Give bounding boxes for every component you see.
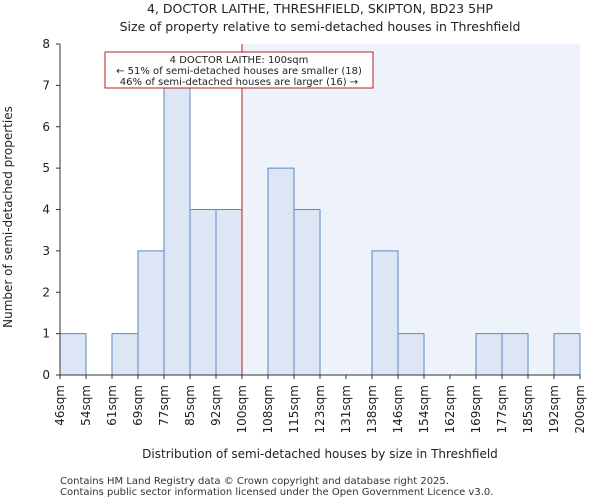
annotation-line: ← 51% of semi-detached houses are smalle… [116, 66, 362, 77]
x-tick-label: 200sqm [573, 385, 587, 433]
x-tick-label: 146sqm [391, 385, 405, 433]
x-tick-label: 138sqm [365, 385, 379, 433]
chart-subtitle: Size of property relative to semi-detach… [120, 19, 521, 34]
bar [59, 333, 87, 376]
bar [189, 209, 217, 376]
y-tick-label: 7 [42, 78, 50, 92]
bar [371, 250, 399, 376]
y-tick-label: 2 [42, 285, 50, 299]
bar [267, 167, 295, 376]
footer-line-2: Contains public sector information licen… [60, 487, 493, 498]
bar [501, 333, 529, 376]
y-tick-label: 3 [42, 244, 50, 258]
x-tick-label: 123sqm [313, 385, 327, 433]
annotation-box [104, 51, 374, 89]
annotation-line: 46% of semi-detached houses are larger (… [120, 77, 358, 88]
x-tick-label: 100sqm [235, 385, 249, 433]
bar [163, 84, 191, 376]
x-tick-label: 77sqm [157, 385, 171, 426]
y-tick-label: 5 [42, 161, 50, 175]
x-tick-label: 54sqm [79, 385, 93, 426]
x-tick-label: 115sqm [287, 385, 301, 433]
y-axis-label: Number of semi-detached properties [1, 106, 15, 328]
x-tick-label: 192sqm [547, 385, 561, 433]
footer-line-1: Contains HM Land Registry data © Crown c… [60, 476, 449, 487]
chart-title: 4, DOCTOR LAITHE, THRESHFIELD, SKIPTON, … [147, 1, 493, 16]
x-tick-label: 69sqm [131, 385, 145, 426]
x-axis-label: Distribution of semi-detached houses by … [142, 447, 498, 461]
y-tick-label: 8 [42, 37, 50, 51]
bar [293, 209, 321, 376]
x-tick-label: 162sqm [443, 385, 457, 433]
annotation-line: 4 DOCTOR LAITHE: 100sqm [170, 55, 309, 66]
x-tick-label: 46sqm [53, 385, 67, 426]
bar [397, 333, 425, 376]
y-tick-label: 1 [42, 327, 50, 341]
y-tick-label: 6 [42, 120, 50, 134]
bar [553, 333, 581, 376]
bar [137, 250, 165, 376]
x-tick-label: 154sqm [417, 385, 431, 433]
x-tick-label: 177sqm [495, 385, 509, 433]
x-tick-label: 169sqm [469, 385, 483, 433]
x-tick-label: 92sqm [209, 385, 223, 426]
bar [475, 333, 503, 376]
y-tick-label: 0 [42, 368, 50, 382]
bar [215, 209, 243, 376]
x-tick-label: 131sqm [339, 385, 353, 433]
x-tick-label: 61sqm [105, 385, 119, 426]
x-tick-label: 85sqm [183, 385, 197, 426]
bar [111, 333, 139, 376]
x-tick-label: 108sqm [261, 385, 275, 433]
x-tick-label: 185sqm [521, 385, 535, 433]
y-tick-label: 4 [42, 203, 50, 217]
